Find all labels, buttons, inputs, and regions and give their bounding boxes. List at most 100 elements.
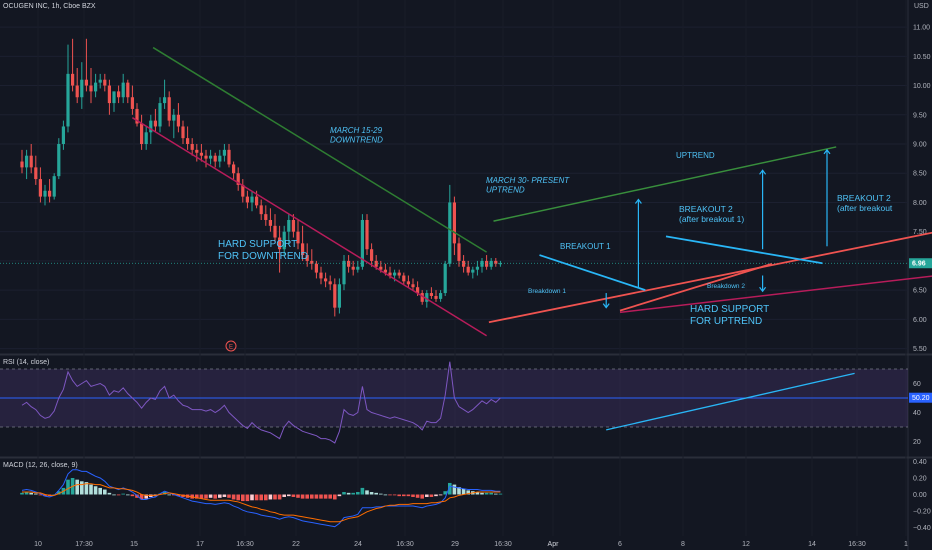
macd-histogram-bar [254,494,259,501]
annotation-text: Breakdown 2 [707,283,745,290]
price-tick-label: 10.50 [913,54,931,61]
candle-body [172,114,176,121]
macd-histogram-bar [323,494,328,499]
breakdown2-down-arrow-head [759,286,767,293]
macd-histogram-bar [365,490,369,495]
candle-body [498,263,502,265]
macd-histogram-bar [75,479,79,495]
candle-body [388,272,392,276]
candle-body [374,260,378,267]
candle-body [57,144,61,177]
candle-body [209,155,213,159]
candle-body [282,231,286,250]
last-price-value: 6.96 [912,261,926,268]
candle-body [494,260,498,264]
annotation-text: BREAKOUT 1 [560,242,611,251]
macd-histogram-bar [291,494,296,497]
candle-body [20,161,24,168]
last-price-tag [909,258,932,269]
macd-tick-label: −0.40 [913,525,931,532]
annotation-text: BREAKOUT 2 (after breakout 1) [679,204,744,224]
candle-body [236,173,240,185]
macd-histogram-bar [457,487,461,495]
candle-body [439,293,443,299]
rsi-trendline [606,372,855,431]
macd-histogram-bar [337,494,342,497]
time-tick-label: 22 [292,541,300,548]
macd-histogram-bar [236,494,240,501]
candle-body [397,272,401,276]
candle-body [416,287,420,294]
macd-histogram-bar [245,494,250,502]
candle-body [107,85,111,104]
candle-body [278,237,282,250]
candle-body [319,272,323,279]
macd-histogram-bar [213,494,217,499]
time-tick-label: 24 [354,541,362,548]
macd-histogram-bar [420,494,424,499]
breakdown1-down-arrow-head [602,303,610,309]
candle-body [443,263,447,294]
candle-body [273,225,277,238]
candle-body [425,293,429,302]
macd-histogram-bar [397,494,401,497]
candle-body [420,293,424,302]
candle-body [301,243,305,256]
macd-histogram-bar [218,494,222,498]
price-tick-label: 10.00 [913,83,931,90]
candle-body [383,269,387,273]
macd-histogram-bar [328,494,332,499]
candle-body [296,231,300,244]
candle-body [167,97,171,121]
macd-histogram-bar [176,494,181,497]
currency-label: USD [914,3,929,10]
candle-body [314,263,318,273]
macd-tick-label: 0.20 [913,476,927,483]
macd-histogram-bar [379,493,383,495]
macd-histogram-bar [250,494,254,501]
candle-body [43,190,47,197]
candle-body [370,249,374,261]
time-tick-label: 14 [808,541,816,548]
annotation-text: UPTREND [676,151,715,160]
uptrend-support-line-1 [488,231,932,324]
candle-body [195,149,199,153]
macd-histogram-bar [20,492,24,495]
rsi-pane-title: RSI (14, close) [3,359,50,366]
macd-histogram-bar [93,486,98,495]
price-tick-label: 9.50 [913,112,927,119]
macd-histogram-bar [489,492,493,495]
candle-body [360,219,364,267]
price-tick-label: 5.50 [913,346,927,353]
macd-histogram-bar [38,494,43,496]
candle-body [103,79,107,86]
macd-histogram-bar [112,494,116,496]
macd-histogram-bar [374,492,378,495]
candle-body [434,295,438,299]
macd-histogram-bar [484,492,489,495]
macd-histogram-bar [351,492,355,495]
candle-body [112,91,116,104]
candle-body [268,219,272,226]
macd-histogram-bar [461,488,466,495]
macd-histogram-bar [434,494,438,497]
rsi-line [21,361,501,444]
macd-histogram-bar [126,494,130,496]
macd-histogram-bar [411,494,415,497]
annotation-text: Breakdown 1 [528,288,566,295]
macd-histogram-bar [498,493,503,495]
candle-body [351,266,355,270]
candle-body [250,196,254,203]
time-tick-label: 17:30 [75,541,93,548]
price-tick-label: 6.00 [913,317,927,324]
candle-body [80,79,84,98]
annotation-text: MARCH 30- PRESENT UPTREND [486,176,570,195]
breakout2-line [665,235,823,265]
candle-body [190,144,194,150]
candle-body [342,260,346,285]
candle-body [287,219,291,232]
macd-histogram-bar [480,492,484,495]
rsi-tick-label: 20 [913,439,921,446]
macd-histogram-bar [24,492,29,495]
